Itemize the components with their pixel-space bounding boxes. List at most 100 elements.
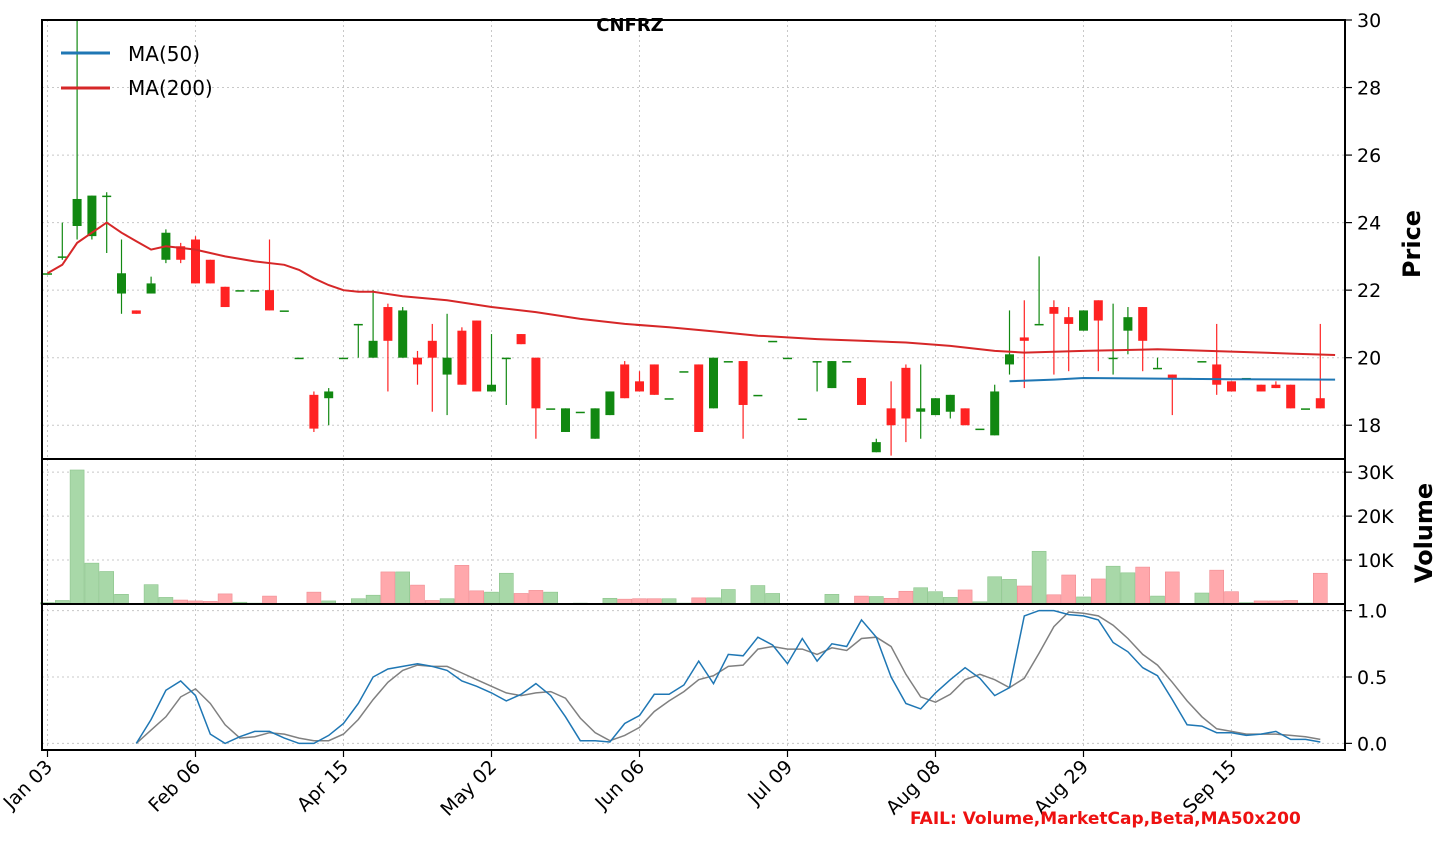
volume-bar (1002, 579, 1017, 605)
candle-body (1079, 310, 1088, 331)
volume-bar (528, 590, 544, 605)
price-tick-label: 20 (1357, 348, 1381, 370)
candle-body (1064, 317, 1074, 324)
x-tick-label: Jan 03 (0, 756, 57, 814)
volume-bar (928, 591, 943, 605)
candle-body (531, 357, 541, 409)
candle-body (487, 384, 496, 392)
x-tick-label: Feb 06 (144, 756, 205, 817)
volume-bar (454, 565, 470, 605)
candle-body (102, 195, 112, 198)
candle-body (353, 323, 363, 326)
volume-bar (217, 593, 233, 605)
volume-bar (868, 596, 884, 605)
volume-bar (987, 576, 1003, 605)
volume-bar (750, 585, 766, 605)
fail-status-text: FAIL: Volume,MarketCap,Beta,MA50x200 (910, 809, 1301, 829)
volume-bar (1135, 566, 1150, 605)
candle-body (1286, 384, 1296, 409)
candle-body (442, 357, 452, 375)
panel-frame (41, 603, 1346, 751)
candle-body (679, 371, 689, 373)
volume-bar (1076, 596, 1091, 605)
candle-body (131, 310, 141, 314)
candle-body (1315, 398, 1325, 409)
volume-bar (410, 584, 425, 605)
price-axis-label: Price (1398, 210, 1426, 278)
volume-bar (84, 562, 100, 605)
volume-bar (1120, 572, 1136, 605)
candle-body (694, 364, 704, 432)
candle-body (857, 377, 866, 405)
volume-bar (498, 572, 514, 605)
candle-body (916, 408, 926, 412)
candle-body (960, 408, 970, 426)
candle-body (324, 391, 334, 399)
volume-bar (395, 571, 411, 605)
candle-body (457, 330, 467, 385)
candle-body (1197, 361, 1207, 363)
volume-bar (543, 591, 559, 605)
volume-bar (1091, 578, 1106, 605)
candle-body (842, 361, 852, 363)
candle-body (383, 307, 393, 341)
candle-body (575, 411, 585, 414)
price-tick-label: 18 (1357, 415, 1381, 437)
candle-body (827, 361, 837, 389)
volume-bar (99, 571, 114, 605)
volume-bar (1194, 592, 1210, 605)
candle-body (1167, 374, 1177, 378)
volume-bar (1016, 585, 1032, 605)
oscillator-tick-label: 1.0 (1357, 601, 1387, 623)
candle-body (1153, 367, 1162, 370)
volume-tick-label: 30K (1357, 462, 1394, 484)
candle-body (191, 239, 200, 284)
candle-body (753, 394, 763, 397)
candle-body (649, 364, 659, 395)
price-tick-label: 30 (1357, 10, 1381, 32)
oscillator-line (135, 609, 1321, 745)
volume-bar (1313, 572, 1328, 605)
candle-body (72, 198, 82, 226)
candle-body (427, 340, 437, 358)
candle-body (664, 398, 674, 400)
legend-label-ma50: MA(50) (128, 42, 200, 66)
volume-bar (957, 589, 973, 605)
candle-body (561, 408, 570, 432)
candle-body (205, 259, 215, 284)
candle-body (901, 367, 911, 419)
volume-bar (720, 589, 736, 605)
volume-tick-label: 20K (1357, 506, 1394, 528)
candle-body (546, 408, 556, 410)
candle-body (1123, 317, 1133, 331)
volume-bar (1061, 574, 1076, 605)
candle-body (931, 398, 940, 416)
volume-bar (824, 594, 840, 605)
volume-bar (1209, 569, 1224, 605)
candle-body (768, 340, 778, 343)
candle-body (220, 286, 230, 308)
price-tick-label: 28 (1357, 78, 1381, 100)
volume-bar (513, 593, 529, 605)
volume-bar (380, 571, 396, 605)
candle-body (87, 195, 97, 237)
candle-body (294, 357, 304, 360)
x-tick-label: May 02 (436, 756, 501, 821)
price-tick-label: 26 (1357, 145, 1381, 167)
candle-body (398, 310, 408, 358)
volume-bar (365, 594, 381, 605)
candle-body (797, 418, 807, 420)
candle-body (1034, 323, 1044, 326)
oscillator-tick-label: 0.5 (1357, 667, 1387, 689)
volume-bar (854, 595, 869, 605)
volume-bar (469, 590, 485, 605)
volume-bar (484, 591, 499, 605)
x-tick-label: Jun 06 (590, 756, 649, 815)
volume-bar (1046, 594, 1062, 605)
chart-title: CNFRZ (596, 15, 663, 36)
candle-body (812, 361, 822, 363)
volume-tick-label: 10K (1357, 550, 1394, 572)
volume-bar (898, 590, 914, 605)
x-tick-label: Jul 09 (743, 756, 797, 810)
candle-body (1227, 381, 1236, 392)
